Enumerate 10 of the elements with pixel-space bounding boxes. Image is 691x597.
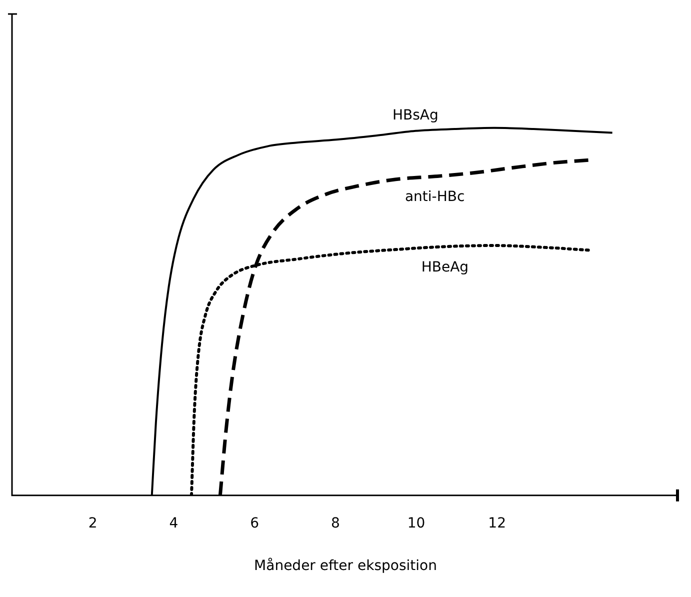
x-tick-label: 4 bbox=[169, 515, 178, 532]
x-tick-label: 6 bbox=[250, 515, 260, 532]
x-tick-label: 10 bbox=[407, 515, 426, 532]
series-label: HBsAg bbox=[392, 108, 438, 124]
series-label: HBeAg bbox=[421, 259, 469, 276]
x-tick-label: 2 bbox=[88, 515, 98, 532]
x-tick-label: 8 bbox=[330, 515, 340, 532]
series-label: anti-HBc bbox=[404, 189, 465, 206]
x-tick-label: 12 bbox=[488, 515, 506, 532]
x-axis-title: Måneder efter eksposition bbox=[254, 557, 437, 574]
